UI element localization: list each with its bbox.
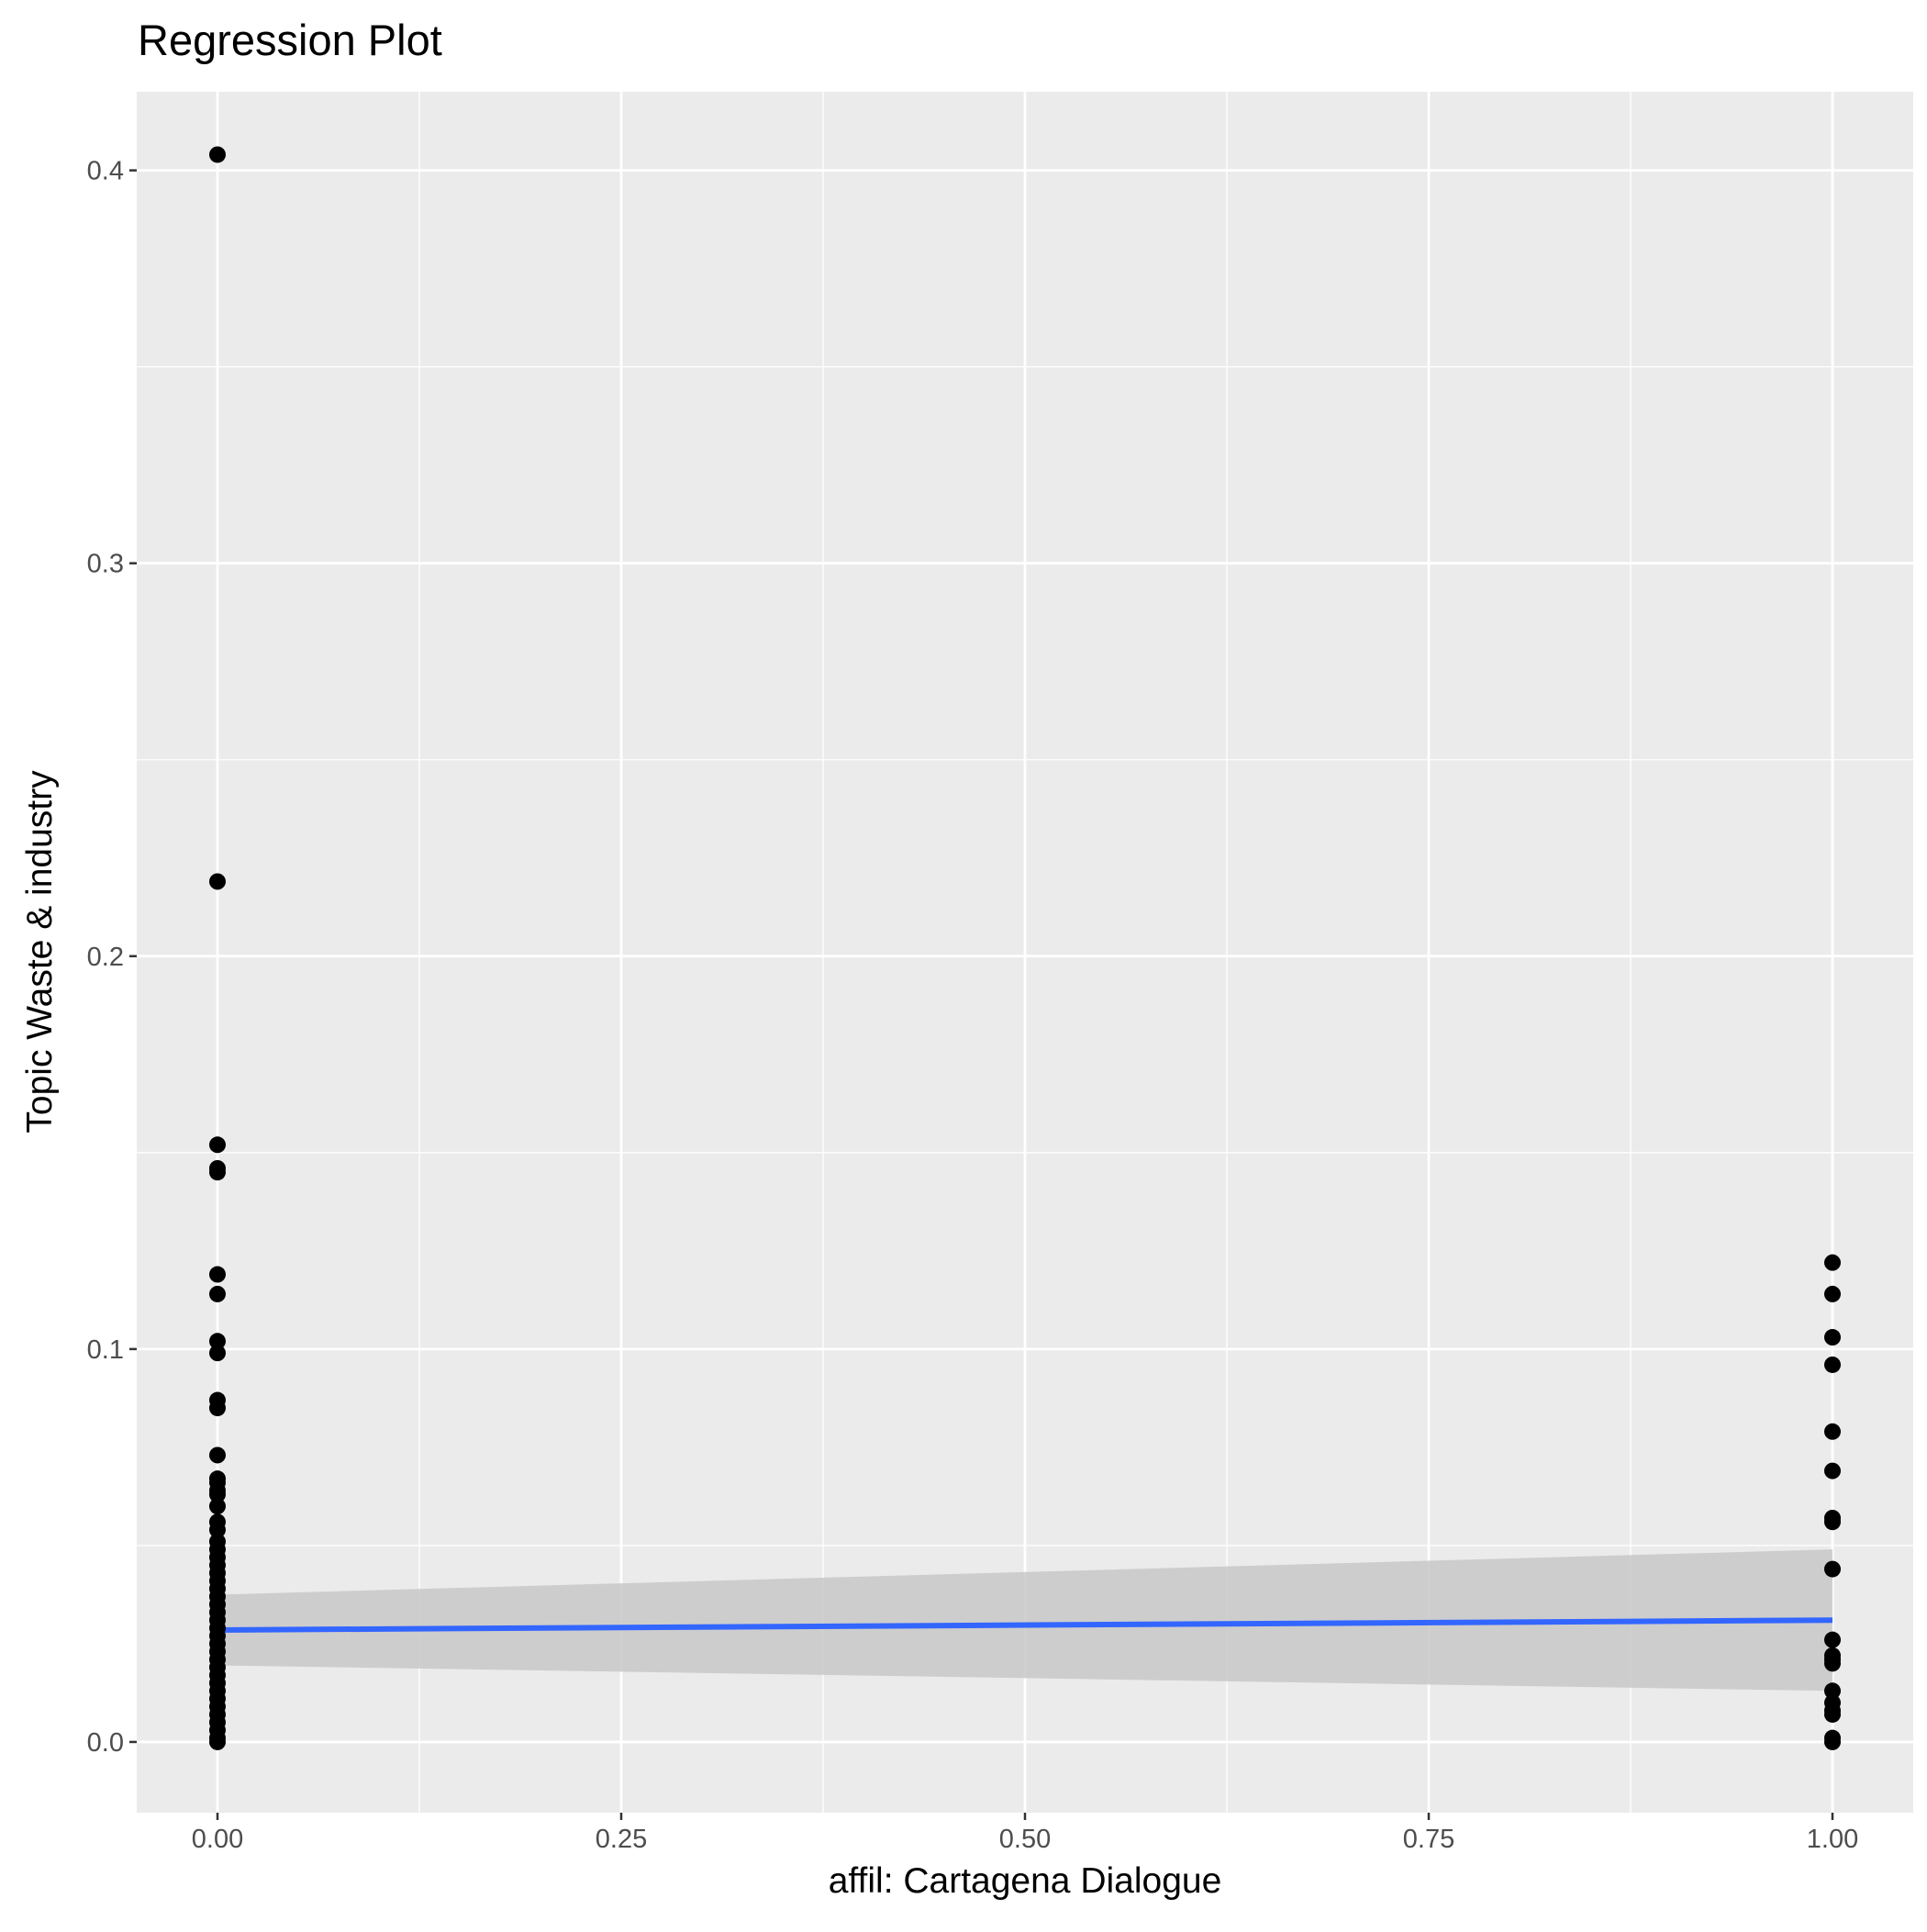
data-point	[1824, 1423, 1841, 1440]
y-tick-label: 0.2	[87, 943, 124, 972]
y-tick-label: 0.0	[87, 1728, 124, 1758]
data-point	[1824, 1560, 1841, 1578]
x-tick-label: 1.00	[1807, 1825, 1858, 1854]
data-point	[1824, 1356, 1841, 1373]
y-axis: 0.0 0.1 0.2 0.3 0.4	[87, 157, 137, 1758]
x-axis: 0.00 0.25 0.50 0.75 1.00	[192, 1813, 1858, 1854]
data-point	[209, 1486, 226, 1503]
chart-title: Regression Plot	[138, 16, 442, 64]
data-point	[209, 1498, 226, 1515]
data-point	[1824, 1462, 1841, 1480]
data-point	[209, 1333, 226, 1350]
x-axis-title: affil: Cartagena Dialogue	[829, 1861, 1222, 1901]
regression-line-layer	[217, 1617, 1833, 1633]
points-layer	[209, 146, 1841, 1750]
data-point	[209, 1733, 226, 1750]
confidence-band-layer	[217, 1549, 1832, 1692]
confidence-band	[217, 1549, 1832, 1692]
y-tick-label: 0.1	[87, 1335, 124, 1365]
data-point	[1824, 1513, 1841, 1531]
y-tick-label: 0.4	[87, 157, 124, 186]
x-tick-label: 0.75	[1403, 1825, 1454, 1854]
data-point	[1824, 1682, 1841, 1700]
major-gridlines	[137, 92, 1913, 1813]
data-point	[209, 1446, 226, 1464]
x-tick-label: 0.00	[192, 1825, 243, 1854]
regression-line	[217, 1617, 1833, 1633]
data-point	[1824, 1733, 1841, 1750]
data-point	[209, 146, 226, 163]
x-tick-label: 0.25	[596, 1825, 647, 1854]
x-tick-label: 0.50	[999, 1825, 1051, 1854]
data-point	[209, 1164, 226, 1181]
data-point	[1824, 1631, 1841, 1648]
data-point	[209, 873, 226, 890]
data-point	[209, 1400, 226, 1417]
data-point	[209, 1266, 226, 1283]
y-axis-title: Topic Waste & industry	[20, 770, 60, 1134]
data-point	[1824, 1329, 1841, 1346]
data-point	[1824, 1285, 1841, 1302]
data-point	[1824, 1655, 1841, 1672]
y-tick-label: 0.3	[87, 550, 124, 579]
data-point	[209, 1285, 226, 1302]
data-point	[1824, 1254, 1841, 1271]
data-point	[209, 1521, 226, 1538]
data-point	[209, 1136, 226, 1154]
data-point	[209, 1345, 226, 1362]
data-point	[1824, 1705, 1841, 1723]
